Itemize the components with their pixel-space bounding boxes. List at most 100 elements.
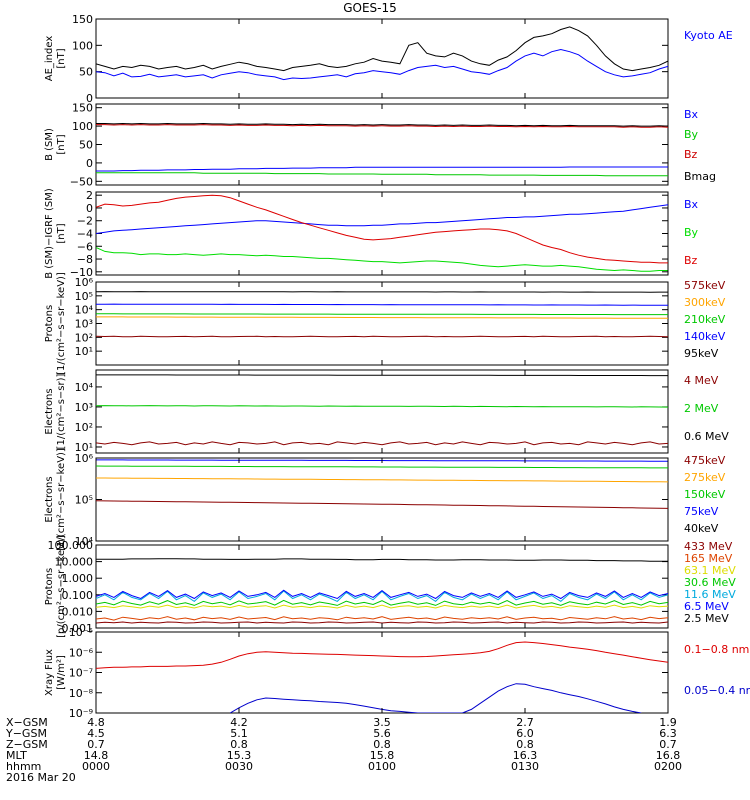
y-tick-label: 10²	[75, 331, 93, 344]
y-tick-label: 10²	[75, 421, 93, 434]
ephemeris-value: 16.3	[513, 749, 538, 762]
legend-entry: 30.6 MeV	[684, 576, 736, 589]
series-line-0-05-0-4-nm	[229, 683, 642, 713]
series-line-30-6-mev	[96, 599, 668, 606]
legend-entry: 475keV	[684, 454, 726, 467]
y-tick-label: −6	[77, 240, 93, 253]
series-line-themis-ae	[96, 26, 668, 72]
legend-entry: 433 MeV	[684, 540, 733, 553]
panel-8: 10⁻⁹ 10⁻⁸ 10⁻⁷ 10⁻⁶ 10⁻⁵ Xray Flux [W/m²] 0.1−0…	[44, 626, 750, 720]
series-line-bz	[96, 194, 668, 264]
y-tick-label: 10⁶	[75, 276, 94, 289]
y-tick-label: −50	[70, 175, 93, 188]
ephemeris-value: 0130	[511, 760, 539, 773]
series-line-63-1-mev	[96, 604, 668, 609]
ephemeris-value: 0030	[225, 760, 253, 773]
legend-entry: 0.1−0.8 nm	[684, 643, 749, 656]
legend-entry: 210keV	[684, 313, 726, 326]
legend-entry: 300keV	[684, 296, 726, 309]
ephemeris-value: 5.1	[230, 727, 248, 740]
series-line-575kev	[96, 335, 668, 338]
ephemeris-value: 4.8	[87, 716, 105, 729]
y-axis-label: Electrons	[44, 388, 55, 434]
series-line-2-mev	[96, 405, 668, 408]
y-axis-label: [nT]	[56, 223, 67, 243]
y-tick-label: 50	[79, 66, 93, 79]
y-axis-label: Xray Flux	[44, 649, 55, 696]
ephemeris-row-label: X−GSM	[6, 716, 48, 729]
y-axis-label: Protons	[44, 305, 55, 342]
y-tick-label: 100	[72, 120, 93, 133]
y-tick-label: 10⁴	[75, 381, 94, 394]
y-axis-label: [p/(cm²−s−sr−keV)]	[56, 535, 67, 638]
series-line-bz	[96, 124, 668, 128]
series-line-11-6-mev	[96, 590, 668, 603]
y-tick-label: 2	[86, 189, 93, 202]
y-tick-label: 10⁻⁵	[69, 626, 93, 639]
panel-frame	[95, 281, 669, 366]
ephemeris-value: 0100	[368, 760, 396, 773]
ephemeris-value: 15.8	[370, 749, 395, 762]
series-line-475kev	[96, 500, 668, 509]
series-line-140kev	[96, 303, 668, 306]
y-tick-label: −4	[77, 228, 93, 241]
legend-entry: 575keV	[684, 279, 726, 292]
panel-7: 0.001 0.010 0.100 1.000 10.000 100.000 Protons…	[44, 535, 736, 638]
legend-entry: 2.5 MeV	[684, 612, 729, 625]
series-line-275kev	[96, 477, 668, 483]
y-tick-label: 10⁴	[75, 304, 94, 317]
legend-entry: Kyoto AE	[684, 29, 733, 42]
legend-entry: Themis AE	[683, 0, 742, 3]
ephemeris-value: 0.8	[373, 738, 391, 751]
series-line-bx	[96, 166, 668, 172]
panel-1: 0 50 100 150 AE_index[nT] Kyoto AE Themis AE	[44, 0, 742, 105]
y-axis-label: [W/m²]	[56, 655, 67, 690]
legend-entry: 150keV	[684, 488, 726, 501]
y-tick-label: 150	[72, 13, 93, 26]
series-line-210kev	[96, 313, 668, 316]
legend-entry: Bz	[684, 254, 698, 267]
ephemeris-value: 0.8	[516, 738, 534, 751]
series-line-by	[96, 172, 668, 177]
y-tick-label: 10⁻⁶	[69, 646, 94, 659]
panel-2: −50 0 50 100 150 B (SM) [nT] Bx By Bz Bmag	[44, 102, 716, 189]
ephemeris-row-label: 2016 Mar 20	[6, 771, 76, 784]
legend-entry: Bz	[684, 148, 698, 161]
y-tick-label: 10¹	[75, 441, 93, 454]
y-tick-label: 10⁵	[75, 494, 93, 507]
panel-frame	[95, 457, 669, 542]
legend-entry: 11.6 MeV	[684, 588, 736, 601]
y-axis-label: [1/(cm²−s−sr−keV)]	[56, 448, 67, 551]
y-tick-label: 10⁴	[75, 535, 94, 548]
series-line-bx	[96, 204, 668, 234]
ephemeris-value: 14.8	[84, 749, 109, 762]
y-tick-label: 150	[72, 102, 93, 115]
ephemeris-row-label: MLT	[6, 749, 27, 762]
panel-5: 10¹ 10² 10³ 10⁴ Electrons [1/(cm²−s−sr)] 4 MeV…	[44, 369, 729, 454]
ephemeris-value: 0.7	[87, 738, 105, 751]
y-tick-label: 0.100	[62, 589, 94, 602]
series-line-150kev	[96, 465, 668, 469]
legend-entry: By	[684, 128, 699, 141]
legend-entry: 165 MeV	[684, 552, 733, 565]
y-tick-label: 100.000	[48, 539, 94, 552]
legend-entry: 75keV	[684, 505, 719, 518]
y-tick-label: 10.000	[55, 556, 94, 569]
ephemeris-row-label: Y−GSM	[5, 727, 47, 740]
panel-frame	[95, 369, 669, 454]
series-line-2-5-mev	[96, 558, 668, 562]
y-tick-label: 0	[86, 202, 93, 215]
ephemeris-row-label: hhmm	[6, 760, 41, 773]
y-tick-label: 0.001	[62, 622, 94, 635]
ephemeris-row-label: Z−GSM	[6, 738, 48, 751]
legend-entry: 0.05−0.4 nm	[684, 684, 750, 697]
y-tick-label: 0.010	[62, 605, 94, 618]
legend-entry: Bx	[684, 108, 699, 121]
series-line-by	[96, 247, 668, 272]
y-tick-label: 0	[86, 92, 93, 105]
panel-frame	[95, 544, 669, 629]
series-line-433-mev	[96, 621, 668, 624]
